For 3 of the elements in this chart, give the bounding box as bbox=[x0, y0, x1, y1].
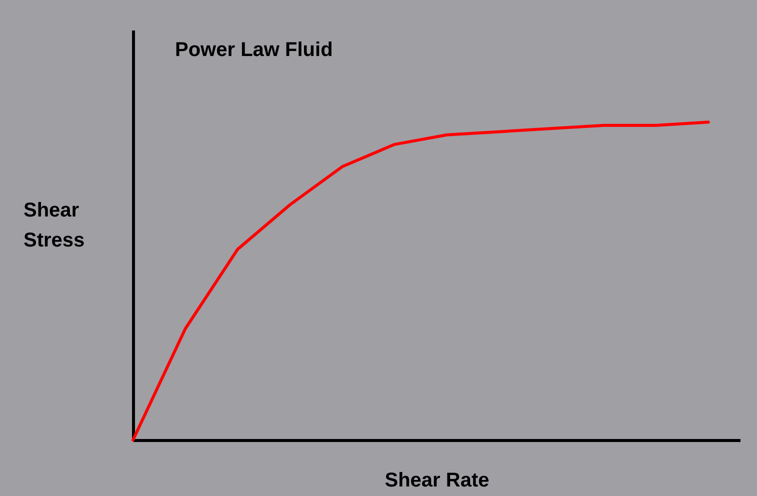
x-axis-title: Shear Rate bbox=[384, 470, 490, 492]
chart-title: Power Law Fluid bbox=[175, 39, 333, 61]
y-axis-title: Shear Stress bbox=[24, 200, 85, 252]
